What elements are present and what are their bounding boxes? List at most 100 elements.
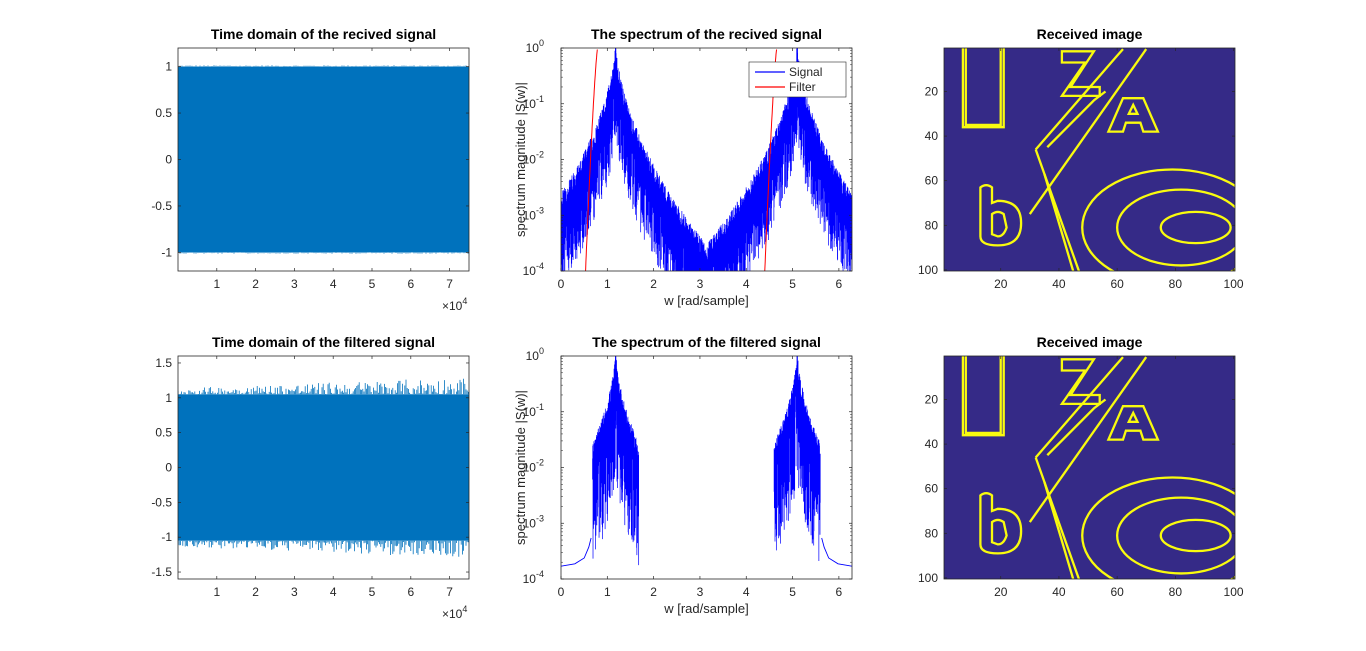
glyph-a-outer bbox=[1106, 405, 1160, 441]
glyph-b-inner bbox=[990, 210, 1008, 238]
legend-label-signal: Signal bbox=[789, 65, 822, 79]
diagonal-line-3 bbox=[1034, 149, 1081, 271]
y-tick-label: 100 bbox=[918, 571, 938, 585]
y-tick-base: 10 bbox=[526, 349, 540, 363]
diagonal-line-2 bbox=[1034, 48, 1124, 151]
y-tick-base: 10 bbox=[523, 153, 537, 167]
legend-label-filter: Filter bbox=[789, 80, 816, 94]
y-tick-label: 100 bbox=[526, 38, 544, 55]
axes-box bbox=[560, 355, 853, 580]
y-tick-label: 10-3 bbox=[523, 205, 544, 222]
glyph-u-inner bbox=[964, 356, 1002, 435]
x-tick-label: 3 bbox=[291, 585, 298, 599]
glyph-a-inner bbox=[1126, 102, 1140, 115]
y-tick-base: 10 bbox=[523, 572, 537, 586]
x-tick-label: 5 bbox=[789, 277, 796, 291]
x-tick-label: 60 bbox=[1110, 277, 1124, 291]
y-tick-label: 0 bbox=[165, 153, 172, 167]
signal-trace bbox=[561, 48, 852, 271]
signal-edge-noise bbox=[178, 65, 469, 254]
y-tick-label: 10-1 bbox=[523, 94, 544, 111]
y-tick-label: 10-2 bbox=[523, 150, 544, 167]
y-tick-power: -2 bbox=[536, 150, 544, 160]
image-content bbox=[961, 356, 1235, 579]
y-tick-label: 40 bbox=[925, 437, 939, 451]
x-tick-label: 40 bbox=[1052, 585, 1066, 599]
exponent-base: ×10 bbox=[442, 607, 463, 621]
glyph-o-inner bbox=[1159, 518, 1232, 553]
x-tick-label: 80 bbox=[1169, 585, 1183, 599]
signal-band bbox=[178, 66, 469, 253]
y-tick-power: -4 bbox=[536, 569, 544, 579]
glyph-b-outer bbox=[979, 184, 1023, 247]
glyph-u-outer bbox=[961, 48, 1005, 129]
image-content bbox=[961, 48, 1235, 271]
signal-right-tail bbox=[821, 537, 852, 567]
x-tick-label: 0 bbox=[558, 585, 565, 599]
diagonal-line-2 bbox=[1034, 356, 1124, 459]
y-tick-power: -1 bbox=[536, 402, 544, 412]
axes-box bbox=[177, 355, 470, 580]
x-tick-label: 60 bbox=[1110, 585, 1124, 599]
y-tick-power: -3 bbox=[536, 513, 544, 523]
diagonal-line-5 bbox=[1043, 173, 1075, 271]
y-tick-label: 0.5 bbox=[155, 426, 172, 440]
y-tick-label: 40 bbox=[925, 129, 939, 143]
legend-box bbox=[748, 61, 847, 98]
axes-box bbox=[560, 47, 853, 272]
axes-box bbox=[943, 47, 1236, 272]
y-tick-power: 0 bbox=[539, 346, 544, 356]
y-tick-label: 20 bbox=[925, 84, 939, 98]
glyph-b-inner bbox=[990, 518, 1008, 546]
y-tick-base: 10 bbox=[523, 208, 537, 222]
y-tick-label: 0 bbox=[165, 461, 172, 475]
exponent-base: ×10 bbox=[442, 299, 463, 313]
x-tick-label: 3 bbox=[697, 585, 704, 599]
x-tick-label: 2 bbox=[252, 585, 259, 599]
spectrum-series bbox=[561, 48, 852, 271]
received-image-plot: 20 40 60 80 100 20 40 60 80 100 Received image bbox=[918, 26, 1244, 291]
glyph-o-outer bbox=[1081, 168, 1235, 271]
x-tick-label: 6 bbox=[407, 585, 414, 599]
plot-title: Received image bbox=[1037, 334, 1143, 350]
y-tick-label: 80 bbox=[925, 526, 939, 540]
x-tick-label: 100 bbox=[1224, 277, 1244, 291]
x-tick-label: 4 bbox=[330, 277, 337, 291]
x-tick-label: 5 bbox=[789, 585, 796, 599]
x-exponent-label: ×104 bbox=[442, 604, 467, 621]
exponent-power: 4 bbox=[462, 296, 467, 306]
x-tick-label: 3 bbox=[291, 277, 298, 291]
y-tick-label: 60 bbox=[925, 482, 939, 496]
y-tick-power: -2 bbox=[536, 458, 544, 468]
x-tick-label: 6 bbox=[407, 277, 414, 291]
received-image-plot: 20 40 60 80 100 20 40 60 80 100 Received image bbox=[918, 334, 1244, 599]
plot-title: Received image bbox=[1037, 26, 1143, 42]
diagonal-line-5 bbox=[1043, 481, 1075, 579]
x-tick-label: 4 bbox=[743, 585, 750, 599]
x-tick-label: 2 bbox=[650, 277, 657, 291]
y-tick-label: 100 bbox=[526, 346, 544, 363]
y-tick-label: -1.5 bbox=[151, 565, 172, 579]
y-tick-label: -0.5 bbox=[151, 199, 172, 213]
plot-title: The spectrum of the recived signal bbox=[591, 26, 822, 42]
y-tick-power: -3 bbox=[536, 205, 544, 215]
y-tick-label: -1 bbox=[161, 245, 172, 259]
x-tick-label: 2 bbox=[650, 585, 657, 599]
signal-series bbox=[178, 378, 469, 557]
diagonal-line-3 bbox=[1034, 457, 1081, 579]
glyph-o-middle bbox=[1116, 496, 1235, 575]
glyph-a-outer bbox=[1106, 97, 1160, 133]
y-tick-label: -0.5 bbox=[151, 495, 172, 509]
signal-band bbox=[178, 394, 469, 541]
time-domain-plot: 1 2 3 4 5 6 7 -1 -0.5 0 0.5 1 Time domain of the rec… bbox=[151, 26, 470, 313]
y-tick-label: 10-4 bbox=[523, 261, 544, 278]
y-tick-base: 10 bbox=[523, 405, 537, 419]
y-tick-base: 10 bbox=[523, 461, 537, 475]
y-tick-label: 0.5 bbox=[155, 106, 172, 120]
x-tick-label: 1 bbox=[604, 585, 611, 599]
y-tick-base: 10 bbox=[526, 41, 540, 55]
x-tick-label: 6 bbox=[836, 277, 843, 291]
glyph-u-outer bbox=[961, 356, 1005, 437]
